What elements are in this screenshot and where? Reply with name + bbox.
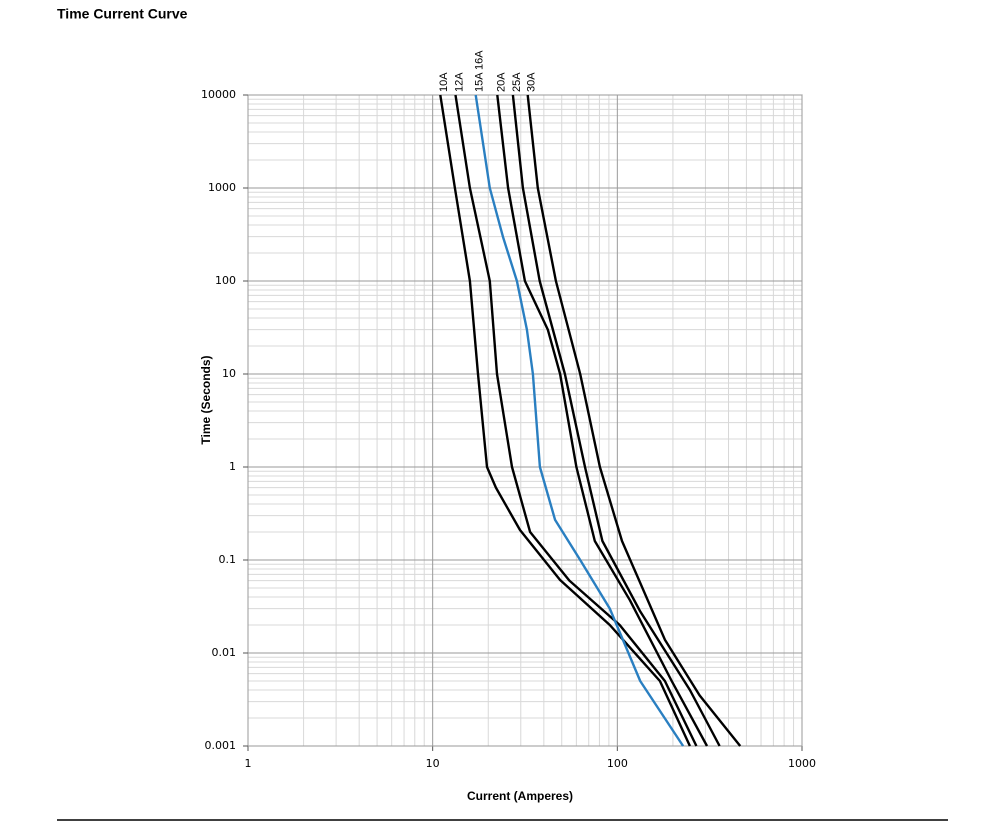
x-axis-title: Current (Amperes) [467, 789, 573, 803]
y-tick-label: 0.01 [212, 646, 237, 659]
series-label: 20A [495, 72, 507, 92]
y-tick-label: 0.001 [205, 739, 237, 752]
curve [439, 94, 691, 747]
x-tick-label: 10 [426, 757, 440, 770]
series-label: 25A [511, 72, 523, 92]
y-tick-label: 100 [215, 274, 236, 287]
curve [474, 94, 685, 747]
curve [496, 94, 709, 747]
x-tick-label: 1 [245, 757, 252, 770]
x-tick-label: 1000 [788, 757, 816, 770]
series-label: 15A 16A [474, 50, 486, 92]
series-label: 10A [438, 72, 450, 92]
series-label: 12A [453, 72, 465, 92]
x-tick-label: 100 [607, 757, 628, 770]
curve [526, 94, 742, 747]
curve [454, 94, 698, 747]
y-axis-title: Time (Seconds) [199, 355, 213, 444]
curve [511, 94, 721, 747]
y-tick-label: 1000 [208, 181, 236, 194]
y-tick-label: 10 [222, 367, 236, 380]
y-tick-label: 10000 [201, 88, 236, 101]
chart-title: Time Current Curve [57, 6, 188, 22]
y-tick-label: 0.1 [219, 553, 237, 566]
y-tick-label: 1 [229, 460, 236, 473]
series-label: 30A [526, 72, 538, 92]
